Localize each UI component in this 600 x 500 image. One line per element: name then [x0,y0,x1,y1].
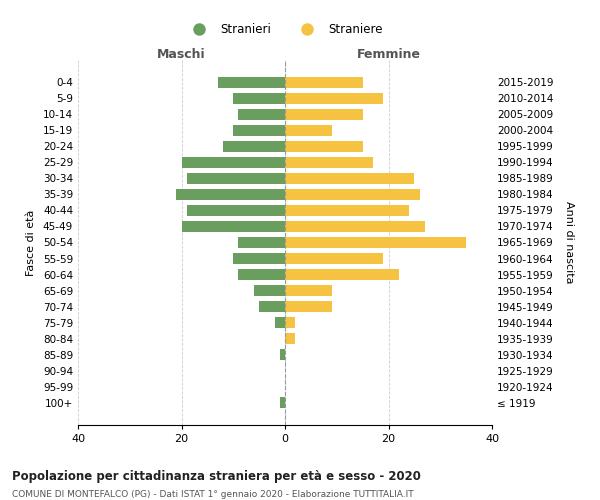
Bar [238,237,285,248]
Bar [280,397,285,408]
Bar [285,301,332,312]
Bar [176,189,285,200]
Bar [285,156,373,168]
Bar [285,285,332,296]
Bar [285,124,332,136]
Bar [187,205,285,216]
Bar [285,205,409,216]
Legend: Stranieri, Straniere: Stranieri, Straniere [183,18,387,41]
Bar [285,140,362,152]
Bar [233,124,285,136]
Bar [254,285,285,296]
Text: COMUNE DI MONTEFALCO (PG) - Dati ISTAT 1° gennaio 2020 - Elaborazione TUTTITALIA: COMUNE DI MONTEFALCO (PG) - Dati ISTAT 1… [12,490,413,499]
Bar [285,269,399,280]
Bar [233,253,285,264]
Bar [182,156,285,168]
Bar [238,108,285,120]
Text: Popolazione per cittadinanza straniera per età e sesso - 2020: Popolazione per cittadinanza straniera p… [12,470,421,483]
Bar [285,253,383,264]
Bar [275,317,285,328]
Text: Maschi: Maschi [157,48,206,62]
Text: Femmine: Femmine [356,48,421,62]
Bar [285,189,419,200]
Bar [285,92,383,104]
Bar [182,221,285,232]
Bar [285,237,466,248]
Bar [285,333,295,344]
Bar [259,301,285,312]
Bar [218,76,285,88]
Y-axis label: Anni di nascita: Anni di nascita [565,201,574,284]
Bar [285,221,425,232]
Bar [285,317,295,328]
Y-axis label: Fasce di età: Fasce di età [26,210,36,276]
Bar [285,76,362,88]
Bar [285,108,362,120]
Bar [233,92,285,104]
Bar [280,349,285,360]
Bar [285,173,415,184]
Bar [187,173,285,184]
Bar [223,140,285,152]
Bar [238,269,285,280]
